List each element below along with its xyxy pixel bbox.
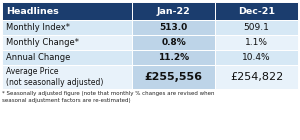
Text: * Seasonally adjusted figure (note that monthly % changes are revised when
seaso: * Seasonally adjusted figure (note that …	[2, 91, 214, 103]
Text: Average Price
(not seasonally adjusted): Average Price (not seasonally adjusted)	[6, 67, 103, 87]
Text: Annual Change: Annual Change	[6, 53, 70, 62]
Bar	[132, 65, 215, 89]
Bar	[2, 50, 132, 65]
Bar	[132, 50, 215, 65]
Text: Headlines: Headlines	[6, 6, 59, 16]
Bar	[2, 20, 132, 35]
Text: 11.2%: 11.2%	[158, 53, 189, 62]
Bar	[132, 20, 215, 35]
Text: Dec-21: Dec-21	[238, 6, 275, 16]
Bar	[132, 35, 215, 50]
Bar	[215, 65, 298, 89]
Bar	[2, 65, 132, 89]
Text: 10.4%: 10.4%	[242, 53, 271, 62]
Text: 0.8%: 0.8%	[161, 38, 186, 47]
Bar	[132, 2, 215, 20]
Text: 509.1: 509.1	[244, 23, 269, 32]
Text: 513.0: 513.0	[160, 23, 188, 32]
Bar	[215, 2, 298, 20]
Bar	[215, 20, 298, 35]
Text: Jan-22: Jan-22	[157, 6, 190, 16]
Bar	[215, 35, 298, 50]
Bar	[2, 35, 132, 50]
Text: £254,822: £254,822	[230, 72, 283, 82]
Text: Monthly Change*: Monthly Change*	[6, 38, 79, 47]
Text: £255,556: £255,556	[145, 72, 203, 82]
Bar	[2, 2, 132, 20]
Text: 1.1%: 1.1%	[245, 38, 268, 47]
Bar	[215, 50, 298, 65]
Text: Monthly Index*: Monthly Index*	[6, 23, 70, 32]
